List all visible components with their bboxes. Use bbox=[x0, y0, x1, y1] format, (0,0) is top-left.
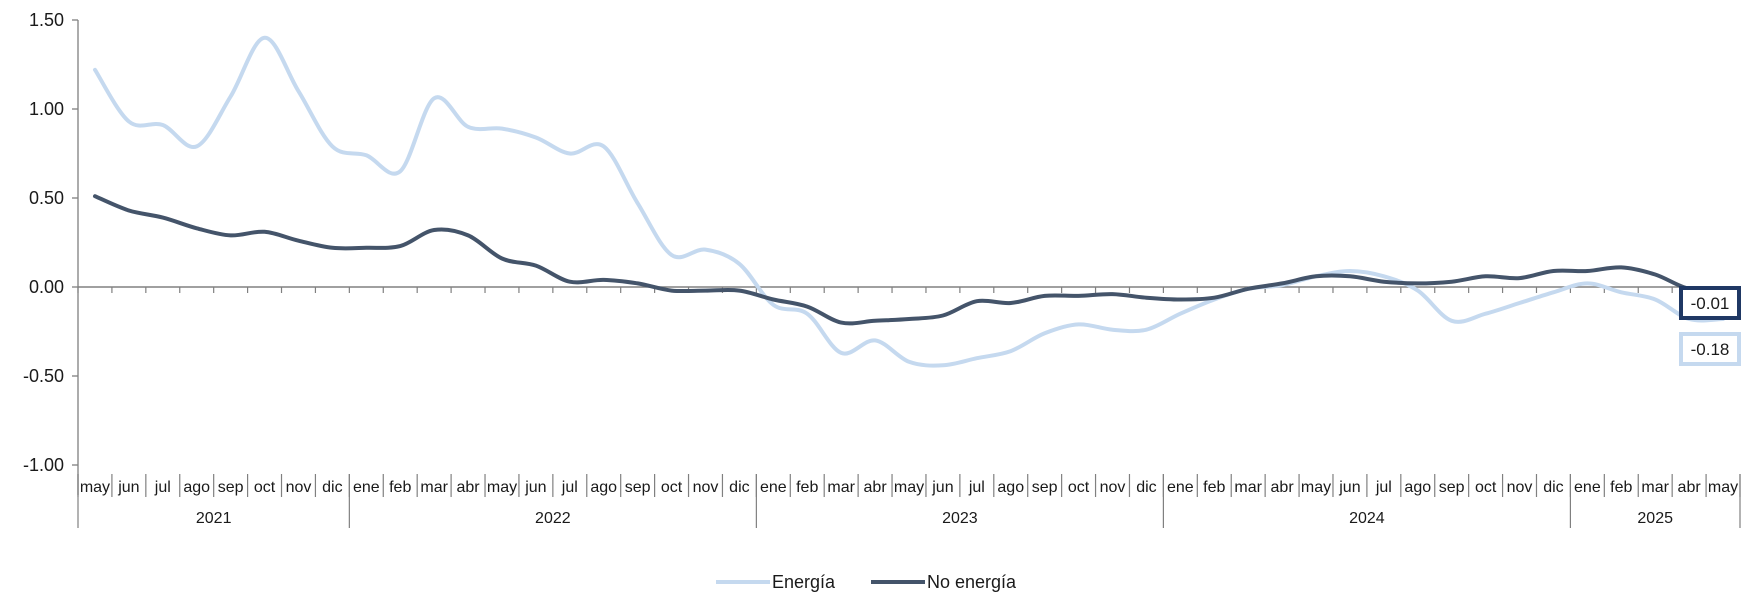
plot-area bbox=[93, 35, 1725, 368]
y-tick-label: 1.50 bbox=[29, 10, 64, 30]
y-axis: 1.50 1.00 0.50 0.00 -0.50 -1.00 bbox=[23, 10, 79, 495]
month-label: jul bbox=[561, 479, 578, 496]
month-label: dic bbox=[729, 479, 749, 496]
month-label: mar bbox=[1234, 479, 1262, 496]
y-tick-label: 0.00 bbox=[29, 277, 64, 297]
year-label: 2025 bbox=[1637, 510, 1673, 527]
month-label: dic bbox=[1136, 479, 1156, 496]
month-label: dic bbox=[322, 479, 342, 496]
end-label-no-energia: -0.01 bbox=[1679, 286, 1741, 320]
month-label: nov bbox=[693, 479, 719, 496]
legend-item-energia: Energía bbox=[716, 572, 836, 592]
month-label: may bbox=[1708, 479, 1738, 496]
legend-label: Energía bbox=[772, 572, 836, 592]
month-label: jul bbox=[1375, 479, 1392, 496]
end-label-value: -0.18 bbox=[1691, 340, 1730, 359]
y-tick-label: 1.00 bbox=[29, 99, 64, 119]
month-label: abr bbox=[864, 479, 888, 496]
month-label: abr bbox=[1271, 479, 1295, 496]
y-tick-label: -1.00 bbox=[23, 455, 64, 475]
month-label: ago bbox=[997, 479, 1024, 496]
month-label: jul bbox=[154, 479, 171, 496]
month-label: mar bbox=[827, 479, 855, 496]
month-label: nov bbox=[286, 479, 312, 496]
month-label: may bbox=[80, 479, 110, 496]
month-label: ago bbox=[1404, 479, 1431, 496]
month-label: oct bbox=[661, 479, 683, 496]
month-label: mar bbox=[420, 479, 448, 496]
y-tick-label: -0.50 bbox=[23, 366, 64, 386]
month-label: abr bbox=[456, 479, 480, 496]
month-label: may bbox=[487, 479, 517, 496]
month-label: ene bbox=[1574, 479, 1601, 496]
month-label: ene bbox=[760, 479, 787, 496]
month-label: may bbox=[1301, 479, 1331, 496]
legend-item-no-energia: No energía bbox=[871, 572, 1017, 592]
month-label: oct bbox=[1475, 479, 1497, 496]
month-label: feb bbox=[1203, 479, 1225, 496]
year-label: 2023 bbox=[942, 510, 978, 527]
month-label: nov bbox=[1100, 479, 1126, 496]
month-label: dic bbox=[1543, 479, 1563, 496]
month-label: jun bbox=[117, 479, 139, 496]
y-tick-label: 0.50 bbox=[29, 188, 64, 208]
year-label: 2024 bbox=[1349, 510, 1385, 527]
end-label-energia: -0.18 bbox=[1679, 332, 1741, 366]
month-label: mar bbox=[1641, 479, 1669, 496]
end-label-box bbox=[1679, 286, 1741, 320]
month-label: feb bbox=[796, 479, 818, 496]
legend-label: No energía bbox=[927, 572, 1017, 592]
month-label: feb bbox=[1610, 479, 1632, 496]
end-labels: -0.01 -0.18 bbox=[1679, 286, 1741, 366]
month-label: sep bbox=[1439, 479, 1465, 496]
month-label: oct bbox=[254, 479, 276, 496]
month-label: abr bbox=[1678, 479, 1702, 496]
series-line-no-energia bbox=[93, 194, 1725, 326]
month-label: ago bbox=[590, 479, 617, 496]
month-label: ago bbox=[183, 479, 210, 496]
year-label: 2021 bbox=[196, 510, 232, 527]
month-label: sep bbox=[218, 479, 244, 496]
month-label: ene bbox=[353, 479, 380, 496]
month-label: jun bbox=[931, 479, 953, 496]
month-label: feb bbox=[389, 479, 411, 496]
month-label: oct bbox=[1068, 479, 1090, 496]
legend: Energía No energía bbox=[716, 572, 1017, 592]
end-label-box bbox=[1679, 332, 1741, 366]
month-label: ene bbox=[1167, 479, 1194, 496]
end-label-value: -0.01 bbox=[1691, 294, 1730, 313]
x-axis: may jun jul ago sep oct nov dic ene feb mar abr may j… bbox=[77, 286, 1741, 528]
month-label: sep bbox=[1032, 479, 1058, 496]
month-label: nov bbox=[1507, 479, 1533, 496]
month-label: jul bbox=[968, 479, 985, 496]
month-label: jun bbox=[1338, 479, 1360, 496]
series-line-energia bbox=[93, 35, 1725, 368]
month-label: may bbox=[894, 479, 924, 496]
year-label: 2022 bbox=[535, 510, 571, 527]
month-label: jun bbox=[524, 479, 546, 496]
month-label: sep bbox=[625, 479, 651, 496]
